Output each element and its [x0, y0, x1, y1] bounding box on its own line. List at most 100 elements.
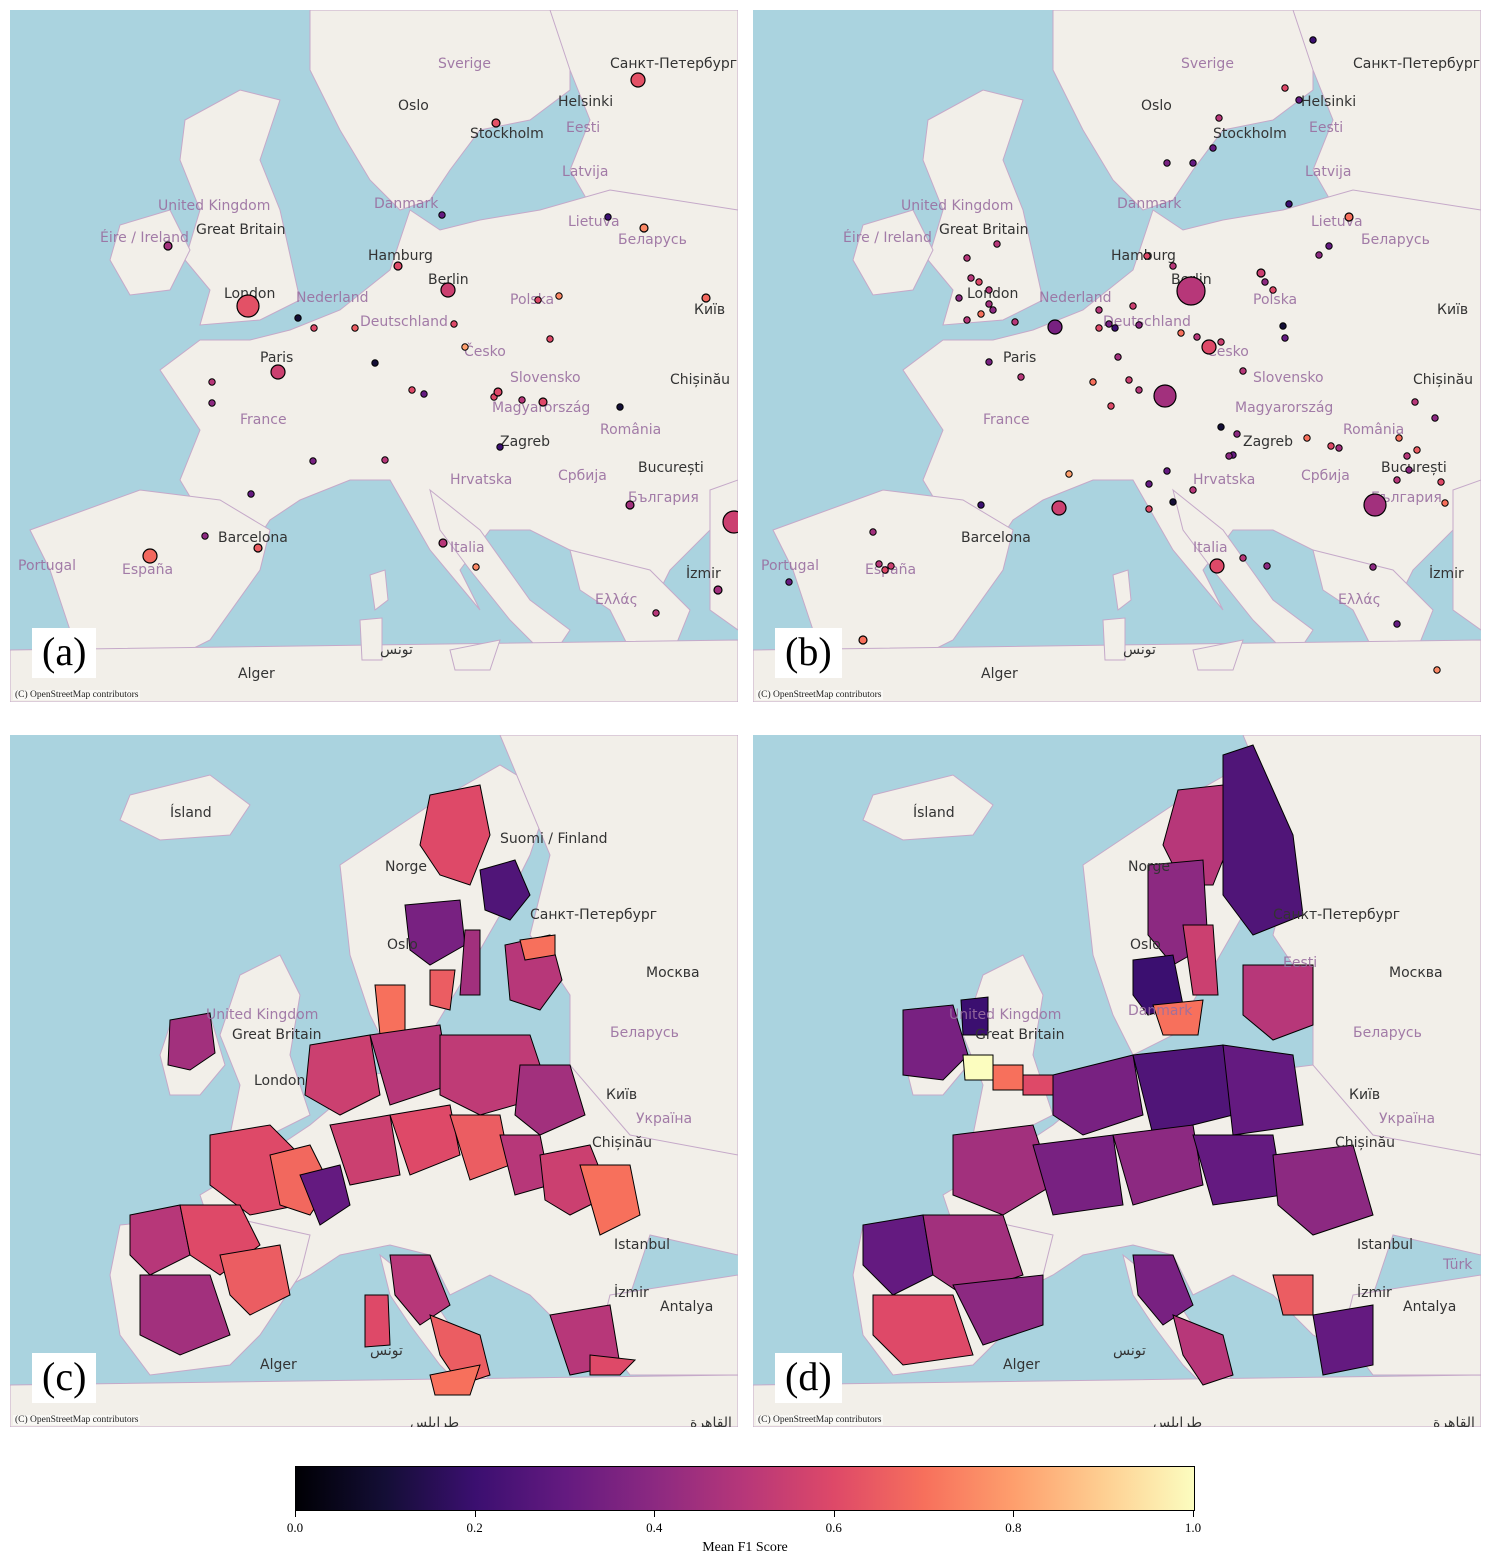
city-point [1217, 423, 1225, 431]
city-point [1107, 402, 1115, 410]
city-point [1433, 666, 1441, 674]
colorbar-tick-label: 0.0 [286, 1520, 304, 1535]
colorbar-tick-label: 0.8 [1005, 1520, 1022, 1535]
colorbar-tick [654, 1510, 656, 1517]
city-point [351, 324, 359, 332]
region [1132, 1044, 1234, 1136]
landmass-sardinia [1102, 617, 1126, 661]
landmass-north-africa [10, 1374, 738, 1427]
region [1222, 744, 1304, 936]
city-point [1263, 562, 1271, 570]
region [479, 859, 531, 921]
city-point [1095, 324, 1103, 332]
colorbar-title: Mean F1 Score [702, 1540, 788, 1555]
city-point [713, 585, 723, 595]
region [374, 984, 406, 1036]
landmass-corsica [1112, 569, 1132, 611]
city-point [1011, 318, 1019, 326]
city-point [1201, 339, 1217, 355]
city-point [985, 286, 993, 294]
city-point [253, 543, 263, 553]
region [369, 1024, 451, 1106]
city-point [208, 378, 216, 386]
colorbar-tick [295, 1510, 296, 1517]
city-point [967, 274, 975, 282]
city-point [1209, 144, 1217, 152]
landmass-mainland [902, 189, 1481, 611]
landmass-turkey [1452, 479, 1481, 631]
city-point [1193, 333, 1201, 341]
city-point [1129, 302, 1137, 310]
region [389, 1254, 451, 1326]
colorbar: 0.0 0.2 0.4 0.6 0.8 1.0 Mean F1 Score [287, 1466, 1201, 1564]
city-point [1169, 498, 1177, 506]
city-point [450, 320, 458, 328]
region [329, 1114, 401, 1186]
region [952, 1124, 1054, 1216]
panel-label: (c) [32, 1353, 97, 1403]
region [1182, 924, 1219, 996]
city-point [625, 500, 635, 510]
region [514, 1064, 586, 1136]
city-point [1256, 268, 1266, 278]
city-point [1065, 470, 1073, 478]
colorbar-tick [1013, 1510, 1015, 1517]
landmass-scandinavia [309, 10, 571, 211]
landmass-sicily [449, 639, 501, 671]
region [129, 1204, 191, 1276]
city-point [438, 211, 446, 219]
city-point [630, 72, 646, 88]
choropleth-layer [129, 784, 641, 1396]
city-point [1269, 286, 1277, 294]
region [589, 1354, 637, 1376]
city-point [381, 456, 389, 464]
city-point [1153, 384, 1177, 408]
city-point [985, 358, 993, 366]
panel-label: (d) [775, 1353, 842, 1403]
colorbar-tick [474, 1510, 476, 1517]
map-panel-c: Ísland Suomi / Finland Norge Санкт-Петербур… [10, 735, 738, 1427]
region [419, 784, 491, 886]
region [1132, 1254, 1194, 1326]
map-panel-d: Ísland Norge Санкт-Петербург Oslo Москва Eest… [753, 735, 1481, 1427]
city-point [1209, 558, 1225, 574]
city-point [785, 578, 793, 586]
landmass-great-britain [219, 954, 311, 1136]
city-point [1017, 373, 1025, 381]
region [429, 969, 456, 1011]
city-point [491, 118, 501, 128]
city-point [1395, 434, 1403, 442]
colorbar-tick [1193, 1510, 1194, 1517]
city-point [461, 343, 469, 351]
map-attribution: (C) OpenStreetMap contributors [13, 690, 141, 700]
city-point [1177, 329, 1185, 337]
city-point [1215, 114, 1223, 122]
city-point [1089, 378, 1097, 386]
city-point [1169, 262, 1177, 270]
city-point [1281, 84, 1289, 92]
region [1272, 1274, 1314, 1316]
city-point [236, 294, 260, 318]
city-point [472, 563, 480, 571]
region [1032, 1134, 1124, 1216]
city-point [963, 316, 971, 324]
city-point [1285, 200, 1293, 208]
landmass-mainland [159, 189, 738, 611]
region [1172, 1314, 1234, 1386]
region [952, 1274, 1044, 1346]
region [429, 1364, 481, 1396]
city-point [1309, 36, 1317, 44]
city-point [1327, 442, 1335, 450]
city-point [420, 390, 428, 398]
city-point [1239, 554, 1247, 562]
region [992, 1064, 1024, 1091]
map-attribution: (C) OpenStreetMap contributors [756, 1415, 884, 1425]
city-point [1143, 252, 1151, 260]
region [299, 1164, 351, 1226]
landmass-ireland [852, 209, 934, 296]
city-point [1369, 563, 1377, 571]
landmass-corsica [369, 569, 389, 611]
region [872, 1294, 974, 1366]
region [962, 1054, 994, 1081]
city-point [438, 538, 448, 548]
